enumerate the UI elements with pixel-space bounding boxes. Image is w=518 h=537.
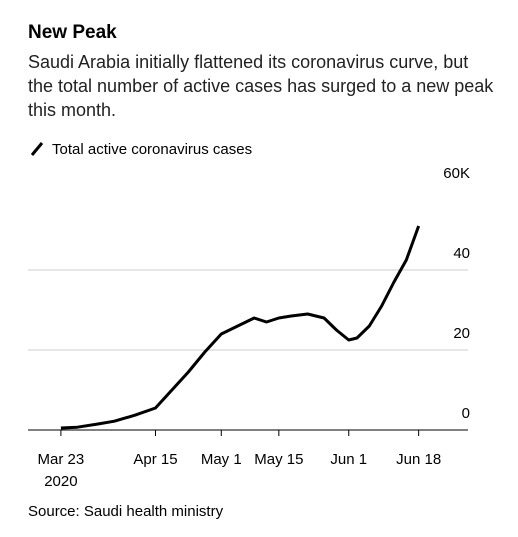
chart-subtitle: Saudi Arabia initially flattened its cor… [28, 52, 494, 120]
source: Source: Saudi health ministry [28, 503, 224, 520]
chart-title: New Peak [28, 22, 117, 43]
legend-swatch [30, 142, 44, 156]
series-line [60, 225, 421, 430]
legend-label: Total active coronavirus cases [52, 141, 252, 158]
y-tick-label: 60K [443, 165, 470, 182]
y-tick-label: 40 [453, 245, 470, 262]
x-tick-label: Jun 1 [330, 451, 367, 468]
y-tick-label: 0 [462, 405, 470, 422]
x-tick-label: Jun 18 [396, 451, 441, 468]
y-tick-label: 20 [453, 325, 470, 342]
x-tick-label: Apr 15 [133, 451, 177, 468]
x-tick-label: Mar 23 2020 [38, 451, 85, 490]
x-tick-label: May 15 [254, 451, 303, 468]
x-tick-label: May 1 [201, 451, 242, 468]
